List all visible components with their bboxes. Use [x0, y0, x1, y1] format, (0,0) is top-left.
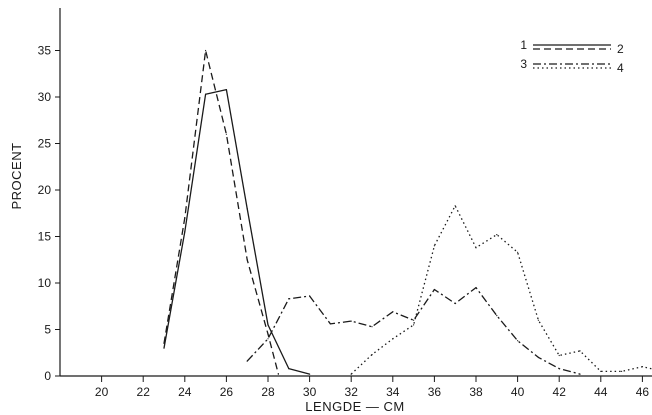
y-tick-label: 25	[38, 137, 52, 151]
series-4-point	[454, 205, 456, 207]
series-3-point	[246, 360, 248, 362]
series-4-point	[558, 354, 560, 357]
series-1-point	[288, 368, 290, 370]
series-2-point	[205, 49, 207, 52]
y-tick-label: 5	[44, 323, 51, 337]
series-4-point	[641, 366, 644, 368]
series-3-point	[475, 287, 477, 289]
y-tick-label: 30	[38, 90, 52, 104]
series-3-point	[537, 356, 540, 358]
x-tick-label: 38	[469, 385, 483, 399]
series-4-point	[600, 370, 602, 372]
series-3-point	[454, 302, 456, 305]
x-tick-label: 40	[511, 385, 525, 399]
series-3-point	[413, 319, 415, 321]
series-3-point	[329, 323, 331, 325]
series-1-point	[205, 93, 207, 95]
legend: 1 2 3 4	[520, 38, 624, 75]
series-4-point	[475, 247, 477, 249]
series-3-point	[267, 338, 269, 340]
series-4-point	[413, 324, 415, 326]
series-3-point	[433, 288, 435, 291]
series-4-point	[350, 373, 352, 375]
x-tick-label: 42	[553, 385, 567, 399]
series-3-point	[371, 326, 373, 328]
series-2-point	[225, 133, 227, 135]
axes	[59, 8, 652, 377]
x-tick-label: 22	[137, 385, 151, 399]
series-4-point	[392, 338, 394, 340]
series-4-point	[433, 245, 435, 247]
x-tick-label: 30	[303, 385, 317, 399]
x-tick-label: 20	[95, 385, 109, 399]
series-3-point	[309, 295, 311, 297]
x-axis-ticks: 202224262830323436384042444648	[95, 376, 650, 399]
series-2-point	[163, 342, 165, 344]
series-2-point	[277, 373, 279, 375]
series-3-point	[579, 373, 581, 375]
series-4-point	[371, 354, 373, 356]
series-1-point	[267, 324, 269, 326]
series-1-line	[163, 88, 310, 375]
y-axis-ticks: 0 5 10 15 20 25 30 35	[38, 44, 60, 383]
series-4-point	[537, 319, 540, 321]
series-2-line	[163, 49, 280, 375]
series-4-point	[579, 350, 581, 352]
legend-label-3: 3	[520, 57, 527, 71]
y-tick-label: 20	[38, 183, 52, 197]
series-4-point	[496, 234, 498, 236]
series-4-line	[350, 205, 652, 375]
x-tick-label: 44	[594, 385, 608, 399]
y-tick-label: 10	[38, 276, 52, 290]
x-tick-label: 28	[261, 385, 275, 399]
y-tick-label: 35	[38, 44, 52, 58]
series-3-point	[288, 298, 290, 300]
series-2-point	[267, 333, 269, 335]
legend-label-4: 4	[617, 61, 624, 75]
legend-label-1: 1	[520, 38, 527, 52]
x-tick-label: 36	[428, 385, 442, 399]
x-tick-label: 24	[178, 385, 192, 399]
y-tick-label: 0	[44, 369, 51, 383]
series-3-point	[558, 368, 560, 370]
series-4-point	[621, 370, 623, 372]
series-1-point	[163, 347, 165, 349]
series-1-point	[225, 89, 227, 91]
x-tick-label: 34	[386, 385, 400, 399]
series-3-point	[350, 320, 352, 322]
x-tick-label: 46	[636, 385, 650, 399]
series-3-point	[392, 311, 394, 313]
x-tick-label: 26	[220, 385, 234, 399]
series-3-point	[517, 340, 519, 342]
series-1-point	[246, 208, 248, 210]
series-4-point	[517, 251, 519, 253]
series-2-point	[184, 217, 186, 219]
series-2-point	[246, 259, 248, 261]
y-tick-label: 15	[38, 230, 52, 244]
series-1-point	[184, 231, 186, 233]
series-1-point	[309, 373, 311, 375]
x-tick-label: 32	[345, 385, 359, 399]
x-axis-title: LENGDE — CM	[305, 399, 404, 414]
series-3-line	[246, 286, 581, 375]
data-series	[163, 49, 652, 375]
legend-label-2: 2	[617, 42, 624, 56]
y-axis-title: PROCENT	[9, 142, 24, 209]
series-3-point	[496, 315, 498, 317]
